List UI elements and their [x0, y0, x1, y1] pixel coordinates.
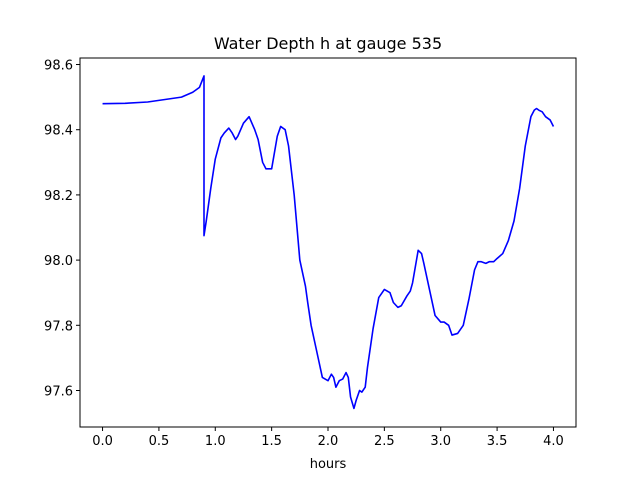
x-tick-label: 3.5 — [487, 434, 508, 449]
chart-title: Water Depth h at gauge 535 — [214, 34, 442, 53]
x-tick-label: 1.5 — [261, 434, 282, 449]
x-tick-label: 1.0 — [205, 434, 226, 449]
x-axis: 0.0 0.5 1.0 1.5 2.0 2.5 3.0 3.5 4.0 — [92, 427, 564, 449]
x-tick-label: 2.0 — [318, 434, 339, 449]
y-tick-label: 98.6 — [44, 59, 73, 74]
series-line-0 — [102, 75, 555, 410]
x-axis-label: hours — [310, 457, 347, 472]
x-tick-label: 2.5 — [374, 434, 395, 449]
x-tick-label: 0.5 — [149, 434, 170, 449]
y-tick-label: 98.4 — [44, 124, 73, 139]
x-tick-label: 4.0 — [543, 434, 564, 449]
y-tick-label: 98.0 — [44, 254, 73, 269]
y-tick-label: 97.8 — [44, 319, 73, 334]
x-tick-label: 3.0 — [430, 434, 451, 449]
y-tick-label: 97.6 — [44, 384, 73, 399]
plot-frame — [79, 57, 577, 428]
y-tick-label: 98.2 — [44, 189, 73, 204]
plot-area — [102, 75, 555, 410]
x-tick-label: 0.0 — [92, 434, 113, 449]
y-axis: 97.6 97.8 98.0 98.2 98.4 98.6 — [44, 59, 80, 399]
